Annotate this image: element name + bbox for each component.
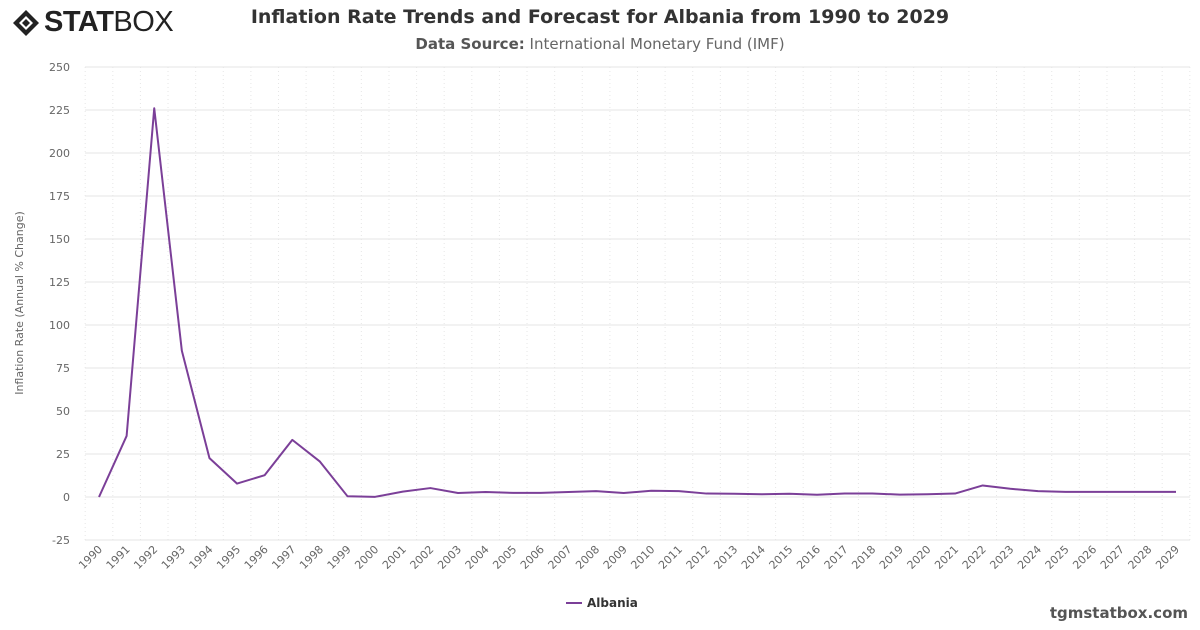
y-tick-label: 150	[49, 233, 70, 246]
logo-bold-text: STAT	[44, 6, 114, 38]
y-tick-label: 250	[49, 61, 70, 74]
chart-title: Inflation Rate Trends and Forecast for A…	[250, 6, 950, 28]
x-tick-label: 2022	[960, 543, 989, 572]
x-tick-label: 2009	[601, 543, 630, 572]
y-tick-label: 50	[56, 405, 70, 418]
x-tick-label: 2010	[628, 543, 657, 572]
x-tick-label: 1991	[104, 543, 133, 572]
x-tick-label: 2002	[408, 543, 437, 572]
x-tick-label: 2025	[1043, 543, 1072, 572]
watermark: tgmstatbox.com	[1049, 604, 1188, 622]
x-tick-label: 2014	[739, 543, 768, 572]
series-line-albania	[98, 107, 1176, 498]
x-tick-label: 2004	[463, 543, 492, 572]
x-tick-label: 2016	[794, 543, 823, 572]
y-tick-label: 225	[49, 104, 70, 117]
x-tick-label: 2005	[490, 543, 519, 572]
x-tick-label: 2018	[849, 543, 878, 572]
x-tick-label: 2029	[1153, 543, 1182, 572]
x-tick-label: 1993	[159, 543, 188, 572]
x-tick-label: 2027	[1098, 543, 1127, 572]
x-tick-label: 1997	[269, 543, 298, 572]
y-tick-label: -25	[52, 534, 70, 547]
y-tick-label: 125	[49, 276, 70, 289]
y-tick-label: 175	[49, 190, 70, 203]
statbox-logo: STATBOX	[12, 6, 174, 38]
x-tick-label: 2013	[711, 543, 740, 572]
x-tick-label: 2001	[380, 543, 409, 572]
chart-subtitle: Data Source: International Monetary Fund…	[0, 35, 1200, 53]
logo-light-text: BOX	[113, 6, 174, 38]
x-tick-label: 2019	[877, 543, 906, 572]
x-tick-label: 1990	[76, 543, 105, 572]
legend-label: Albania	[587, 596, 638, 610]
y-tick-label: 100	[49, 319, 70, 332]
x-tick-label: 2011	[656, 543, 685, 572]
y-tick-label: 0	[63, 491, 70, 504]
x-tick-label: 2015	[767, 543, 796, 572]
x-tick-label: 1995	[214, 543, 243, 572]
x-tick-label: 1999	[325, 543, 354, 572]
subtitle-label: Data Source:	[415, 35, 525, 53]
x-tick-label: 2026	[1070, 543, 1099, 572]
x-tick-label: 2017	[822, 543, 851, 572]
x-tick-label: 2003	[435, 543, 464, 572]
x-tick-label: 2020	[905, 543, 934, 572]
x-tick-label: 2008	[573, 543, 602, 572]
x-tick-label: 2007	[546, 543, 575, 572]
y-axis-label: Inflation Rate (Annual % Change)	[13, 211, 26, 395]
y-tick-label: 75	[56, 362, 70, 375]
x-tick-label: 1994	[187, 543, 216, 572]
y-tick-label: 25	[56, 448, 70, 461]
x-tick-label: 1992	[131, 543, 160, 572]
x-tick-label: 2024	[1015, 543, 1044, 572]
x-tick-label: 2028	[1126, 543, 1155, 572]
x-tick-label: 2006	[518, 543, 547, 572]
x-tick-label: 2012	[684, 543, 713, 572]
diamond-logo-icon	[13, 9, 39, 36]
x-tick-label: 1998	[297, 543, 326, 572]
x-tick-label: 1996	[242, 543, 271, 572]
legend-item-albania[interactable]: Albania	[566, 596, 638, 610]
subtitle-value: International Monetary Fund (IMF)	[529, 35, 785, 53]
x-tick-label: 2000	[352, 543, 381, 572]
x-tick-label: 2023	[987, 543, 1016, 572]
y-tick-label: 200	[49, 147, 70, 160]
x-tick-label: 2021	[932, 543, 961, 572]
